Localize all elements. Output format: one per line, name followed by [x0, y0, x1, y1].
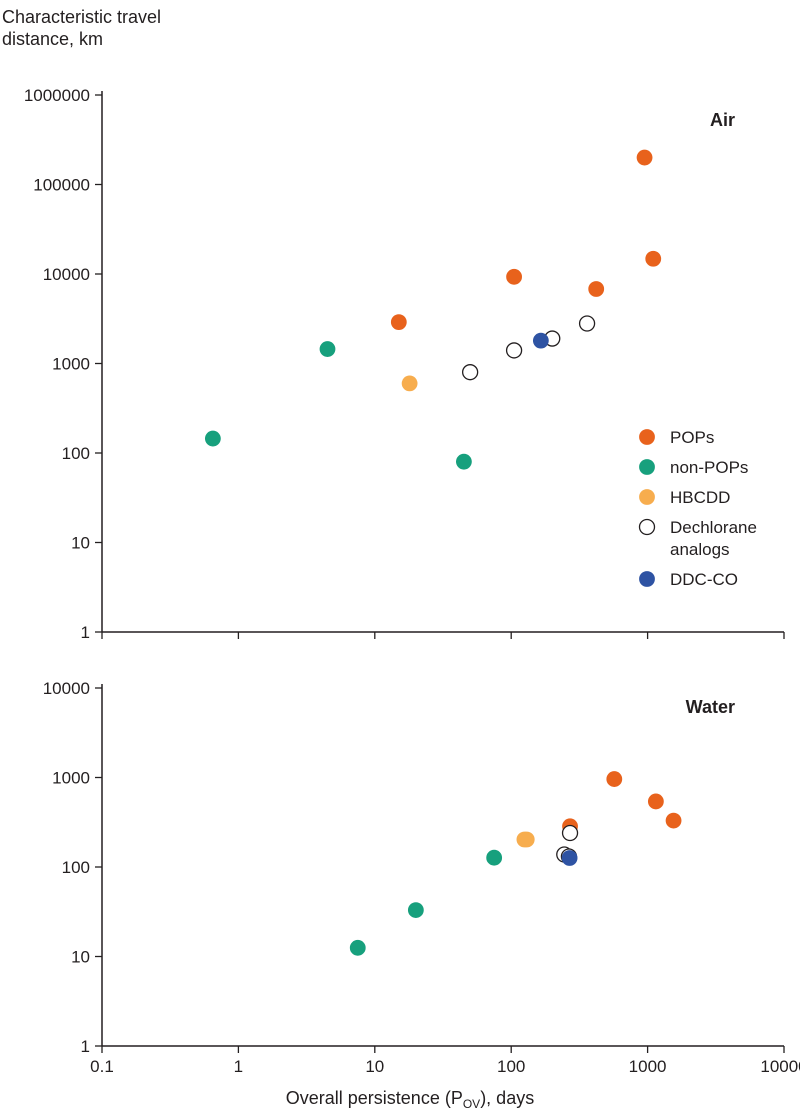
legend-marker-hbcdd — [639, 489, 655, 505]
water-y-tick-label: 100 — [62, 858, 90, 877]
air-panel-title: Air — [710, 110, 735, 130]
water-point-dechlorane-analogs — [561, 824, 579, 842]
air-point-dechlorane-analogs — [578, 315, 596, 332]
x-tick-label: 0.1 — [90, 1057, 114, 1076]
water-y-tick-label: 1 — [81, 1037, 90, 1056]
y-axis-label: Characteristic travel distance, km — [2, 6, 222, 50]
water-point-pops — [647, 793, 664, 810]
x-axis-label-subscript: OV — [463, 1097, 480, 1111]
air-point-pops — [645, 250, 662, 267]
x-tick-label: 10000 — [760, 1057, 800, 1076]
water-point-pops — [665, 812, 682, 829]
air-point-pops — [506, 268, 522, 285]
legend-label-non-pops: non-POPs — [670, 458, 748, 477]
water-y-tick-label: 10 — [71, 948, 90, 967]
air-point-pops — [588, 281, 605, 297]
air-point-ddc-co — [532, 332, 549, 349]
water-y-tick-label: 1000 — [52, 769, 90, 788]
legend-marker-non-pops — [639, 459, 655, 475]
air-y-tick-label: 10000 — [43, 265, 90, 284]
air-y-tick-label: 100 — [62, 444, 90, 463]
legend: POPs non-POPs HBCDD Dechlorane analogs DDC-CO — [638, 428, 757, 589]
water-y-tick-label: 10000 — [43, 679, 90, 698]
air-point-pops — [636, 149, 653, 166]
water-panel-title: Water — [686, 697, 735, 717]
air-panel: 1 10 100 1000 10000 100000 1000000 Air — [24, 86, 785, 642]
water-point-non-pops — [486, 849, 503, 866]
legend-label-ddc-co: DDC-CO — [670, 570, 738, 589]
x-axis-label-suffix: ), days — [480, 1088, 534, 1108]
x-tick-label: 1000 — [629, 1057, 667, 1076]
air-y-tick-label: 1000000 — [24, 86, 90, 105]
water-point-hbcdd — [518, 831, 535, 848]
air-point-non-pops — [319, 341, 336, 357]
legend-label-dechlorane-analogs: Dechlorane — [670, 518, 757, 537]
air-point-dechlorane-analogs — [461, 364, 479, 381]
legend-label-dechlorane-analogs: analogs — [670, 540, 730, 559]
x-tick-label: 1 — [234, 1057, 243, 1076]
y-axis-label-line-1: Characteristic travel — [2, 7, 162, 27]
legend-label-hbcdd: HBCDD — [670, 488, 730, 507]
air-point-dechlorane-analogs — [505, 342, 523, 359]
air-y-tick-label: 1 — [81, 623, 90, 642]
air-point-pops — [390, 314, 407, 331]
x-axis-label-main: Overall persistence (P — [286, 1088, 463, 1108]
air-y-tick-label: 100000 — [33, 176, 90, 195]
water-point-pops — [606, 771, 623, 787]
x-tick-label: 10 — [365, 1057, 384, 1076]
water-point-non-pops — [349, 939, 366, 956]
water-point-ddc-co — [561, 850, 578, 866]
legend-marker-ddc-co — [639, 571, 655, 587]
x-tick-label: 100 — [497, 1057, 525, 1076]
air-y-tick-label: 10 — [71, 534, 90, 553]
y-axis-label-line-2: distance, km — [2, 29, 104, 49]
air-point-non-pops — [455, 453, 472, 470]
legend-label-pops: POPs — [670, 428, 714, 447]
x-axis-label: Overall persistence (POV), days — [286, 1088, 534, 1111]
water-point-non-pops — [407, 902, 424, 918]
legend-marker-pops — [639, 429, 655, 445]
air-y-tick-label: 1000 — [52, 355, 90, 374]
air-point-hbcdd — [401, 375, 418, 392]
air-point-non-pops — [204, 430, 221, 447]
legend-marker-dechlorane-analogs — [638, 518, 656, 536]
